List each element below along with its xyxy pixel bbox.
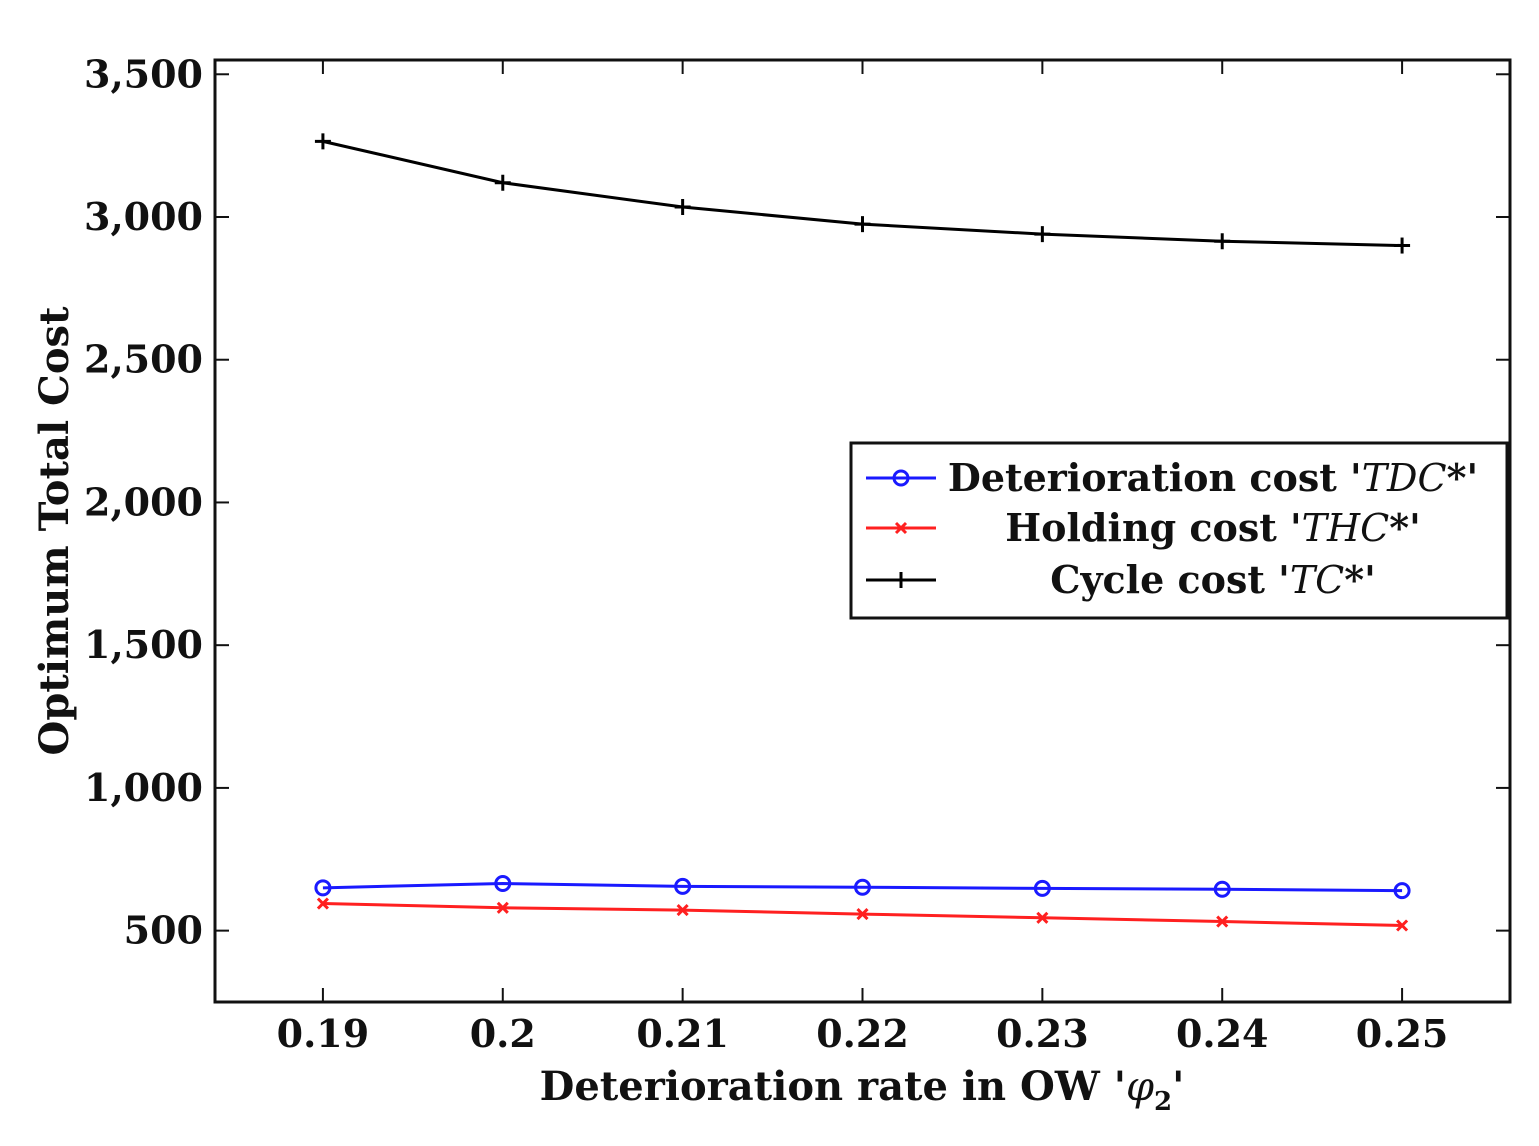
legend-label-suffix: *'	[1344, 557, 1376, 602]
legend-label: Cycle cost 'TC*'	[1050, 557, 1376, 602]
y-tick-label: 2,000	[84, 479, 203, 524]
y-tick-label: 3,500	[84, 51, 203, 96]
x-tick-label: 0.25	[1356, 1011, 1449, 1056]
data-point-cycle-cost	[854, 216, 871, 233]
x-tick-label: 0.22	[816, 1011, 909, 1056]
legend-swatch-marker	[894, 521, 908, 535]
x-tick-label: 0.21	[636, 1011, 729, 1056]
y-axis-ticks: 500 1,000 1,500 2,000 2,500 3,000 3,500	[84, 51, 1510, 953]
legend-label-suffix: *'	[1389, 505, 1421, 550]
legend-entry-holding-cost: Holding cost 'THC*'	[866, 505, 1421, 550]
data-point-cycle-cost	[674, 199, 691, 216]
data-point-cycle-cost	[1214, 233, 1231, 250]
legend-label-text: Deterioration cost '	[948, 455, 1362, 500]
data-point-holding-cost	[1216, 915, 1229, 928]
x-axis-ticks: 0.19 0.2 0.21 0.22 0.23 0.24 0.25	[277, 60, 1449, 1056]
data-point-holding-cost	[676, 904, 689, 917]
legend-entry-cycle-cost: Cycle cost 'TC*'	[866, 557, 1376, 602]
series-deterioration-cost	[314, 875, 1411, 900]
y-axis-title: Optimum Total Cost	[31, 306, 78, 756]
data-point-holding-cost	[1036, 911, 1049, 924]
data-point-deterioration-cost	[674, 877, 692, 895]
x-axis-title-symbol: φ	[1126, 1064, 1154, 1110]
data-point-cycle-cost	[494, 174, 511, 191]
y-tick-label: 2,500	[84, 337, 203, 382]
data-point-holding-cost	[316, 897, 329, 910]
legend-label-suffix: *'	[1447, 455, 1479, 500]
y-tick-label: 1,000	[84, 765, 203, 810]
y-tick-label: 1,500	[84, 622, 203, 667]
legend-label: Deterioration cost 'TDC*'	[948, 455, 1478, 500]
legend-swatch-marker	[892, 469, 910, 487]
series-cycle-cost	[314, 133, 1411, 254]
data-point-cycle-cost	[314, 133, 331, 150]
series-line-deterioration-cost	[322, 882, 1403, 893]
data-point-cycle-cost	[1034, 226, 1051, 243]
data-point-deterioration-cost	[1213, 880, 1231, 898]
x-tick-label: 0.19	[277, 1011, 370, 1056]
legend-label-text: Cycle cost '	[1050, 557, 1290, 602]
y-tick-label: 3,000	[84, 194, 203, 239]
data-point-holding-cost	[856, 908, 869, 921]
legend: Deterioration cost 'TDC*'Holding cost 'T…	[849, 441, 1509, 620]
x-tick-label: 0.24	[1176, 1011, 1269, 1056]
data-point-deterioration-cost	[1393, 882, 1411, 900]
x-axis-title-subscript: 2	[1154, 1087, 1172, 1117]
legend-entry-deterioration-cost: Deterioration cost 'TDC*'	[866, 455, 1478, 500]
x-tick-label: 0.23	[996, 1011, 1089, 1056]
x-axis-title: Deterioration rate in OW 'φ2'	[540, 1063, 1185, 1117]
legend-entries: Deterioration cost 'TDC*'Holding cost 'T…	[866, 455, 1478, 602]
series-holding-cost	[316, 897, 1409, 932]
data-point-deterioration-cost	[1033, 879, 1051, 897]
legend-label-math: THC	[1302, 506, 1390, 550]
data-point-holding-cost	[496, 901, 509, 914]
data-point-deterioration-cost	[314, 879, 332, 897]
data-point-cycle-cost	[1394, 237, 1411, 254]
legend-label: Holding cost 'THC*'	[1005, 505, 1421, 550]
data-point-deterioration-cost	[494, 875, 512, 893]
legend-label-math: TDC	[1362, 456, 1447, 500]
x-axis-title-suffix: '	[1172, 1063, 1184, 1110]
legend-box	[849, 441, 1509, 620]
legend-label-math: TC	[1290, 558, 1344, 602]
legend-swatch-marker	[893, 572, 909, 588]
x-tick-label: 0.2	[470, 1011, 536, 1056]
data-point-deterioration-cost	[854, 878, 871, 896]
series-layer	[314, 133, 1411, 932]
x-axis-title-text: Deterioration rate in OW '	[540, 1063, 1126, 1110]
data-point-holding-cost	[1396, 919, 1409, 932]
legend-label-text: Holding cost '	[1005, 505, 1301, 550]
y-tick-label: 500	[124, 908, 203, 953]
